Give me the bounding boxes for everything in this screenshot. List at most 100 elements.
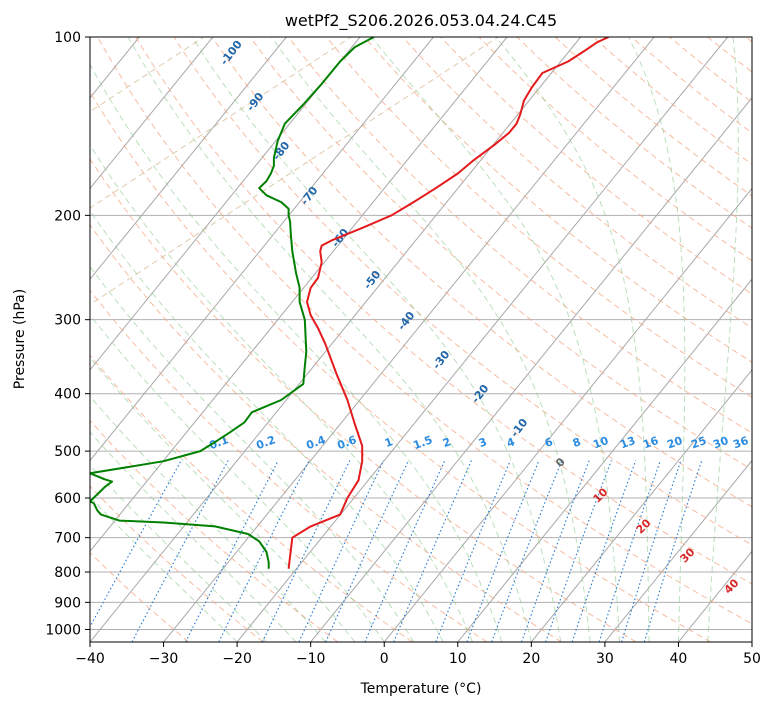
x-axis-label: Temperature (°C) — [360, 681, 482, 697]
moist-adiabat — [90, 144, 473, 642]
isotherm-label: -40 — [395, 309, 418, 333]
dry-adiabat — [478, 37, 752, 262]
mixing-ratio-line — [325, 460, 409, 642]
mixing-ratio-label: 0.2 — [254, 433, 277, 452]
isotherm-label: -30 — [430, 348, 453, 372]
moist-adiabat — [90, 209, 444, 642]
moist-adiabat — [90, 314, 385, 642]
dry-adiabat — [440, 37, 752, 295]
dry-adiabat — [90, 224, 562, 642]
mixing-ratio-label: 2 — [441, 435, 453, 450]
moist-adiabat-label: 10 — [591, 485, 611, 505]
y-tick-label: 200 — [54, 208, 81, 224]
dry-adiabat — [90, 551, 189, 642]
mixing-ratio-line — [393, 460, 472, 642]
x-tick-label: 50 — [743, 651, 761, 667]
y-axis-label: Pressure (hPa) — [12, 289, 28, 389]
mixing-ratio-label: 25 — [689, 434, 708, 451]
y-tick-label: 900 — [54, 595, 81, 611]
mixing-ratio-label: 10 — [591, 434, 610, 452]
isotherm-line — [383, 187, 752, 642]
moist-adiabat — [495, 37, 650, 642]
x-tick-label: −20 — [222, 651, 252, 667]
mixing-ratio-label: 1 — [383, 435, 395, 450]
dry-adiabat — [211, 37, 752, 508]
dry-adiabat — [554, 37, 752, 197]
moist-adiabat — [628, 37, 686, 642]
ice-saturation-line — [90, 37, 499, 306]
mixing-ratio-label: 0.6 — [335, 433, 358, 452]
dry-adiabat — [516, 37, 752, 229]
profile-series — [90, 37, 610, 569]
y-tick-label: 800 — [54, 565, 81, 581]
chart-title: wetPf2_S206.2026.053.04.24.C45 — [285, 11, 557, 31]
moist-adiabat — [90, 395, 326, 642]
background-lines — [0, 37, 752, 642]
dry-adiabat — [135, 37, 752, 585]
ice-saturation-line — [90, 37, 205, 113]
x-tick-label: −10 — [296, 651, 326, 667]
dry-adiabat — [90, 90, 711, 642]
isotherm-label: -90 — [244, 90, 267, 114]
mixing-ratio-line — [185, 460, 279, 642]
mixing-ratio-label: 20 — [665, 434, 684, 452]
isotherm-label: -100 — [218, 38, 245, 68]
mixing-ratio-label: 0.1 — [207, 433, 230, 452]
dry-adiabat — [90, 485, 264, 642]
temperature-line — [287, 37, 610, 569]
y-axis-ticks: 100 200 300 400 500 600 700 800 900 1000 — [45, 30, 90, 638]
mixing-ratio-line — [298, 460, 385, 642]
mixing-ratio-label: 1.5 — [411, 433, 434, 452]
moist-adiabat — [127, 37, 532, 642]
moist-adiabat — [191, 37, 562, 642]
dry-adiabat — [364, 37, 752, 363]
moist-adiabat-label: 40 — [722, 576, 742, 596]
isotherm-line — [751, 641, 752, 642]
ice-saturation-line — [90, 37, 352, 209]
mixing-ratio-line — [90, 460, 182, 628]
isotherm-line — [310, 96, 752, 642]
isotherm-line — [604, 459, 752, 642]
mixing-ratio-label: 16 — [641, 434, 660, 452]
mixing-ratio-line — [466, 460, 540, 642]
isotherm-line — [236, 37, 729, 642]
dry-adiabat — [745, 37, 752, 43]
mixing-ratio-line — [571, 460, 637, 642]
dry-adiabat — [90, 419, 339, 642]
y-tick-label: 100 — [54, 30, 81, 46]
moist-adiabat — [270, 37, 591, 642]
dry-adiabat — [249, 37, 752, 471]
mixing-ratio-label: 13 — [618, 434, 637, 451]
line-annotations: -100-90-80-70-60-50-40-30-20-100.1 0.2 0.4… — [207, 38, 750, 597]
isotherm-label: -70 — [298, 184, 321, 208]
isotherm-line — [90, 37, 214, 190]
isotherm-line — [90, 37, 582, 642]
isotherm-line — [163, 37, 655, 642]
mixing-ratio-line — [545, 460, 612, 642]
y-tick-label: 400 — [54, 387, 81, 403]
mixing-ratio-line — [435, 460, 511, 642]
dry-adiabat — [97, 37, 752, 625]
mixing-ratio-label: 30 — [711, 434, 730, 452]
moist-adiabat — [90, 357, 356, 642]
mixing-ratio-label: 0.4 — [304, 433, 327, 452]
x-axis-ticks: −40 −30 −20 −10 0 10 20 30 40 50 — [75, 642, 761, 667]
moist-adiabat — [90, 63, 503, 642]
mixing-ratio-label: 36 — [731, 434, 750, 452]
mixing-ratio-line — [364, 460, 446, 642]
dry-adiabat — [90, 354, 413, 642]
isotherm-line — [90, 37, 508, 553]
x-tick-label: −30 — [149, 651, 179, 667]
dry-adiabat — [173, 37, 752, 546]
dry-adiabat — [402, 37, 752, 329]
mixing-ratio-line — [262, 460, 351, 642]
plot-frame — [89, 36, 753, 643]
y-tick-label: 1000 — [45, 622, 81, 638]
y-tick-label: 500 — [54, 444, 81, 460]
mixing-ratio-line — [491, 460, 563, 642]
y-tick-label: 300 — [54, 313, 81, 329]
mixing-ratio-line — [621, 460, 682, 642]
isotherm-line — [0, 37, 66, 642]
moist-adiabat — [90, 464, 267, 642]
